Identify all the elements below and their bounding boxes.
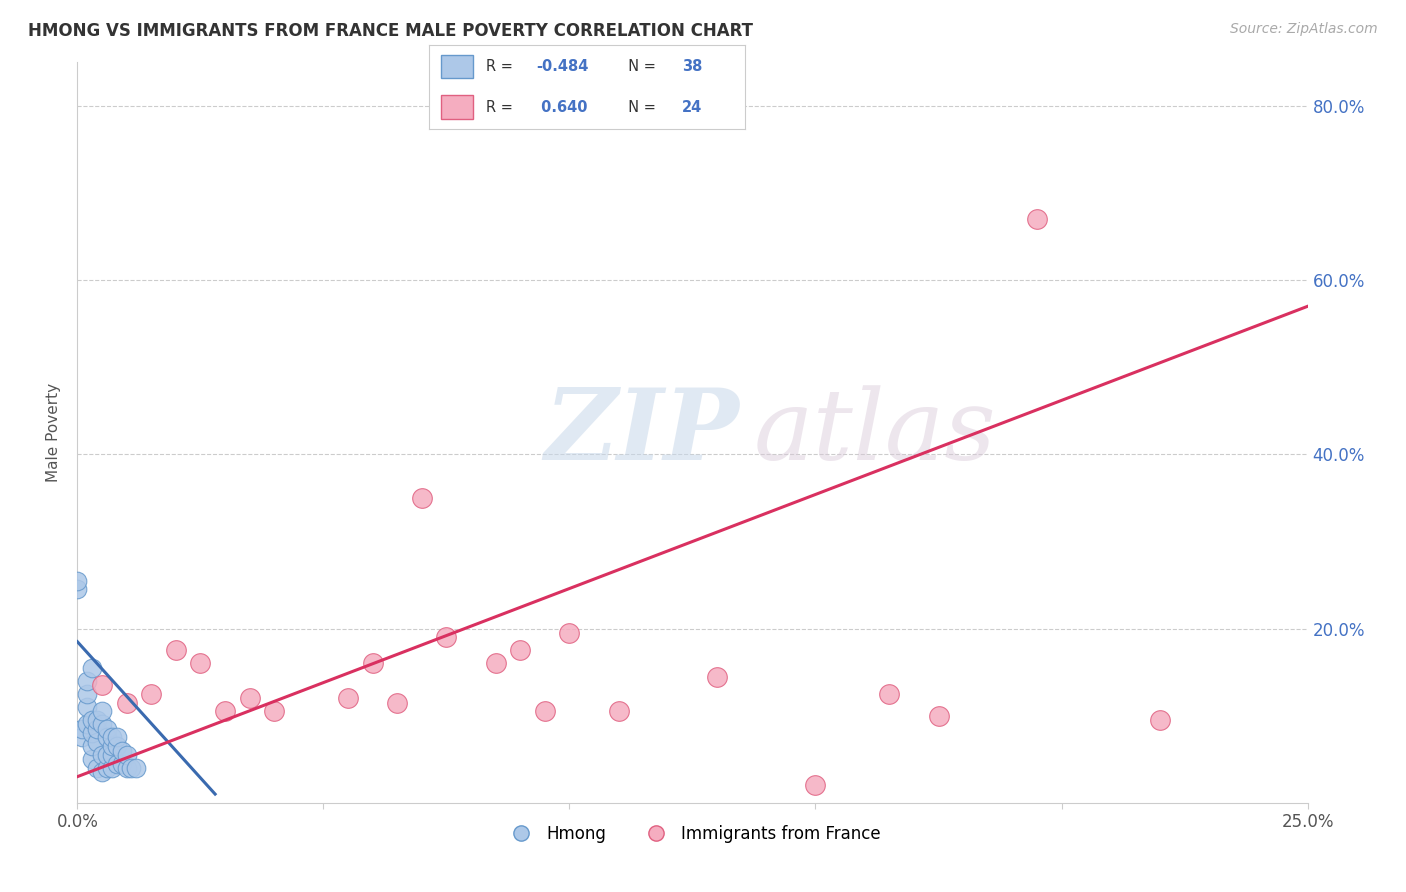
Point <box>1149 713 1171 727</box>
Point <box>706 669 728 683</box>
Point <box>509 643 531 657</box>
Point <box>121 761 143 775</box>
Point <box>76 717 98 731</box>
Point <box>90 765 114 780</box>
Point <box>1026 212 1049 227</box>
Point <box>86 761 108 775</box>
Legend: Hmong, Immigrants from France: Hmong, Immigrants from France <box>498 819 887 850</box>
Point <box>76 687 98 701</box>
Point <box>66 574 89 588</box>
Point <box>105 739 128 754</box>
Point <box>101 739 124 754</box>
Point <box>90 704 114 718</box>
Point <box>436 630 458 644</box>
Point <box>125 761 148 775</box>
Text: N =: N = <box>619 100 661 115</box>
Point <box>263 704 285 718</box>
Point <box>70 722 93 736</box>
Point <box>558 626 581 640</box>
Point <box>90 747 114 762</box>
Point <box>115 696 138 710</box>
Point <box>90 678 114 692</box>
Point <box>82 713 104 727</box>
Point <box>115 747 138 762</box>
Text: 38: 38 <box>682 59 702 74</box>
Point <box>337 691 360 706</box>
Point <box>928 708 950 723</box>
Text: -0.484: -0.484 <box>537 59 589 74</box>
Point <box>101 761 124 775</box>
Point <box>82 739 104 754</box>
Text: R =: R = <box>486 100 517 115</box>
Point <box>70 731 93 745</box>
Point <box>82 752 104 766</box>
Point <box>76 673 98 688</box>
Point <box>111 743 132 757</box>
Text: N =: N = <box>619 59 661 74</box>
Text: R =: R = <box>486 59 517 74</box>
Text: ZIP: ZIP <box>546 384 740 481</box>
Point <box>101 747 124 762</box>
Point <box>111 756 132 771</box>
Point <box>239 691 262 706</box>
Point <box>105 756 128 771</box>
Point <box>485 657 508 671</box>
Point <box>804 778 827 792</box>
Point <box>86 722 108 736</box>
Point <box>385 696 409 710</box>
Point <box>86 735 108 749</box>
Point <box>361 657 384 671</box>
Y-axis label: Male Poverty: Male Poverty <box>46 383 62 483</box>
Point <box>141 687 163 701</box>
Point <box>411 491 433 505</box>
Point <box>105 731 128 745</box>
Point <box>82 726 104 740</box>
Point <box>96 731 118 745</box>
Point <box>82 661 104 675</box>
Bar <box>441 54 472 78</box>
Point <box>101 731 124 745</box>
Point <box>76 700 98 714</box>
Point <box>66 582 89 597</box>
Text: atlas: atlas <box>754 385 997 480</box>
Point <box>115 761 138 775</box>
Point <box>214 704 236 718</box>
Text: 0.640: 0.640 <box>537 100 588 115</box>
Point <box>86 713 108 727</box>
Point <box>96 761 118 775</box>
Text: HMONG VS IMMIGRANTS FROM FRANCE MALE POVERTY CORRELATION CHART: HMONG VS IMMIGRANTS FROM FRANCE MALE POV… <box>28 22 754 40</box>
Point <box>165 643 187 657</box>
Point <box>90 717 114 731</box>
Text: 24: 24 <box>682 100 702 115</box>
Bar <box>441 95 472 120</box>
Point <box>96 747 118 762</box>
Point <box>534 704 557 718</box>
Point <box>188 657 212 671</box>
Point <box>607 704 630 718</box>
Point <box>96 722 118 736</box>
Point <box>879 687 901 701</box>
Text: Source: ZipAtlas.com: Source: ZipAtlas.com <box>1230 22 1378 37</box>
